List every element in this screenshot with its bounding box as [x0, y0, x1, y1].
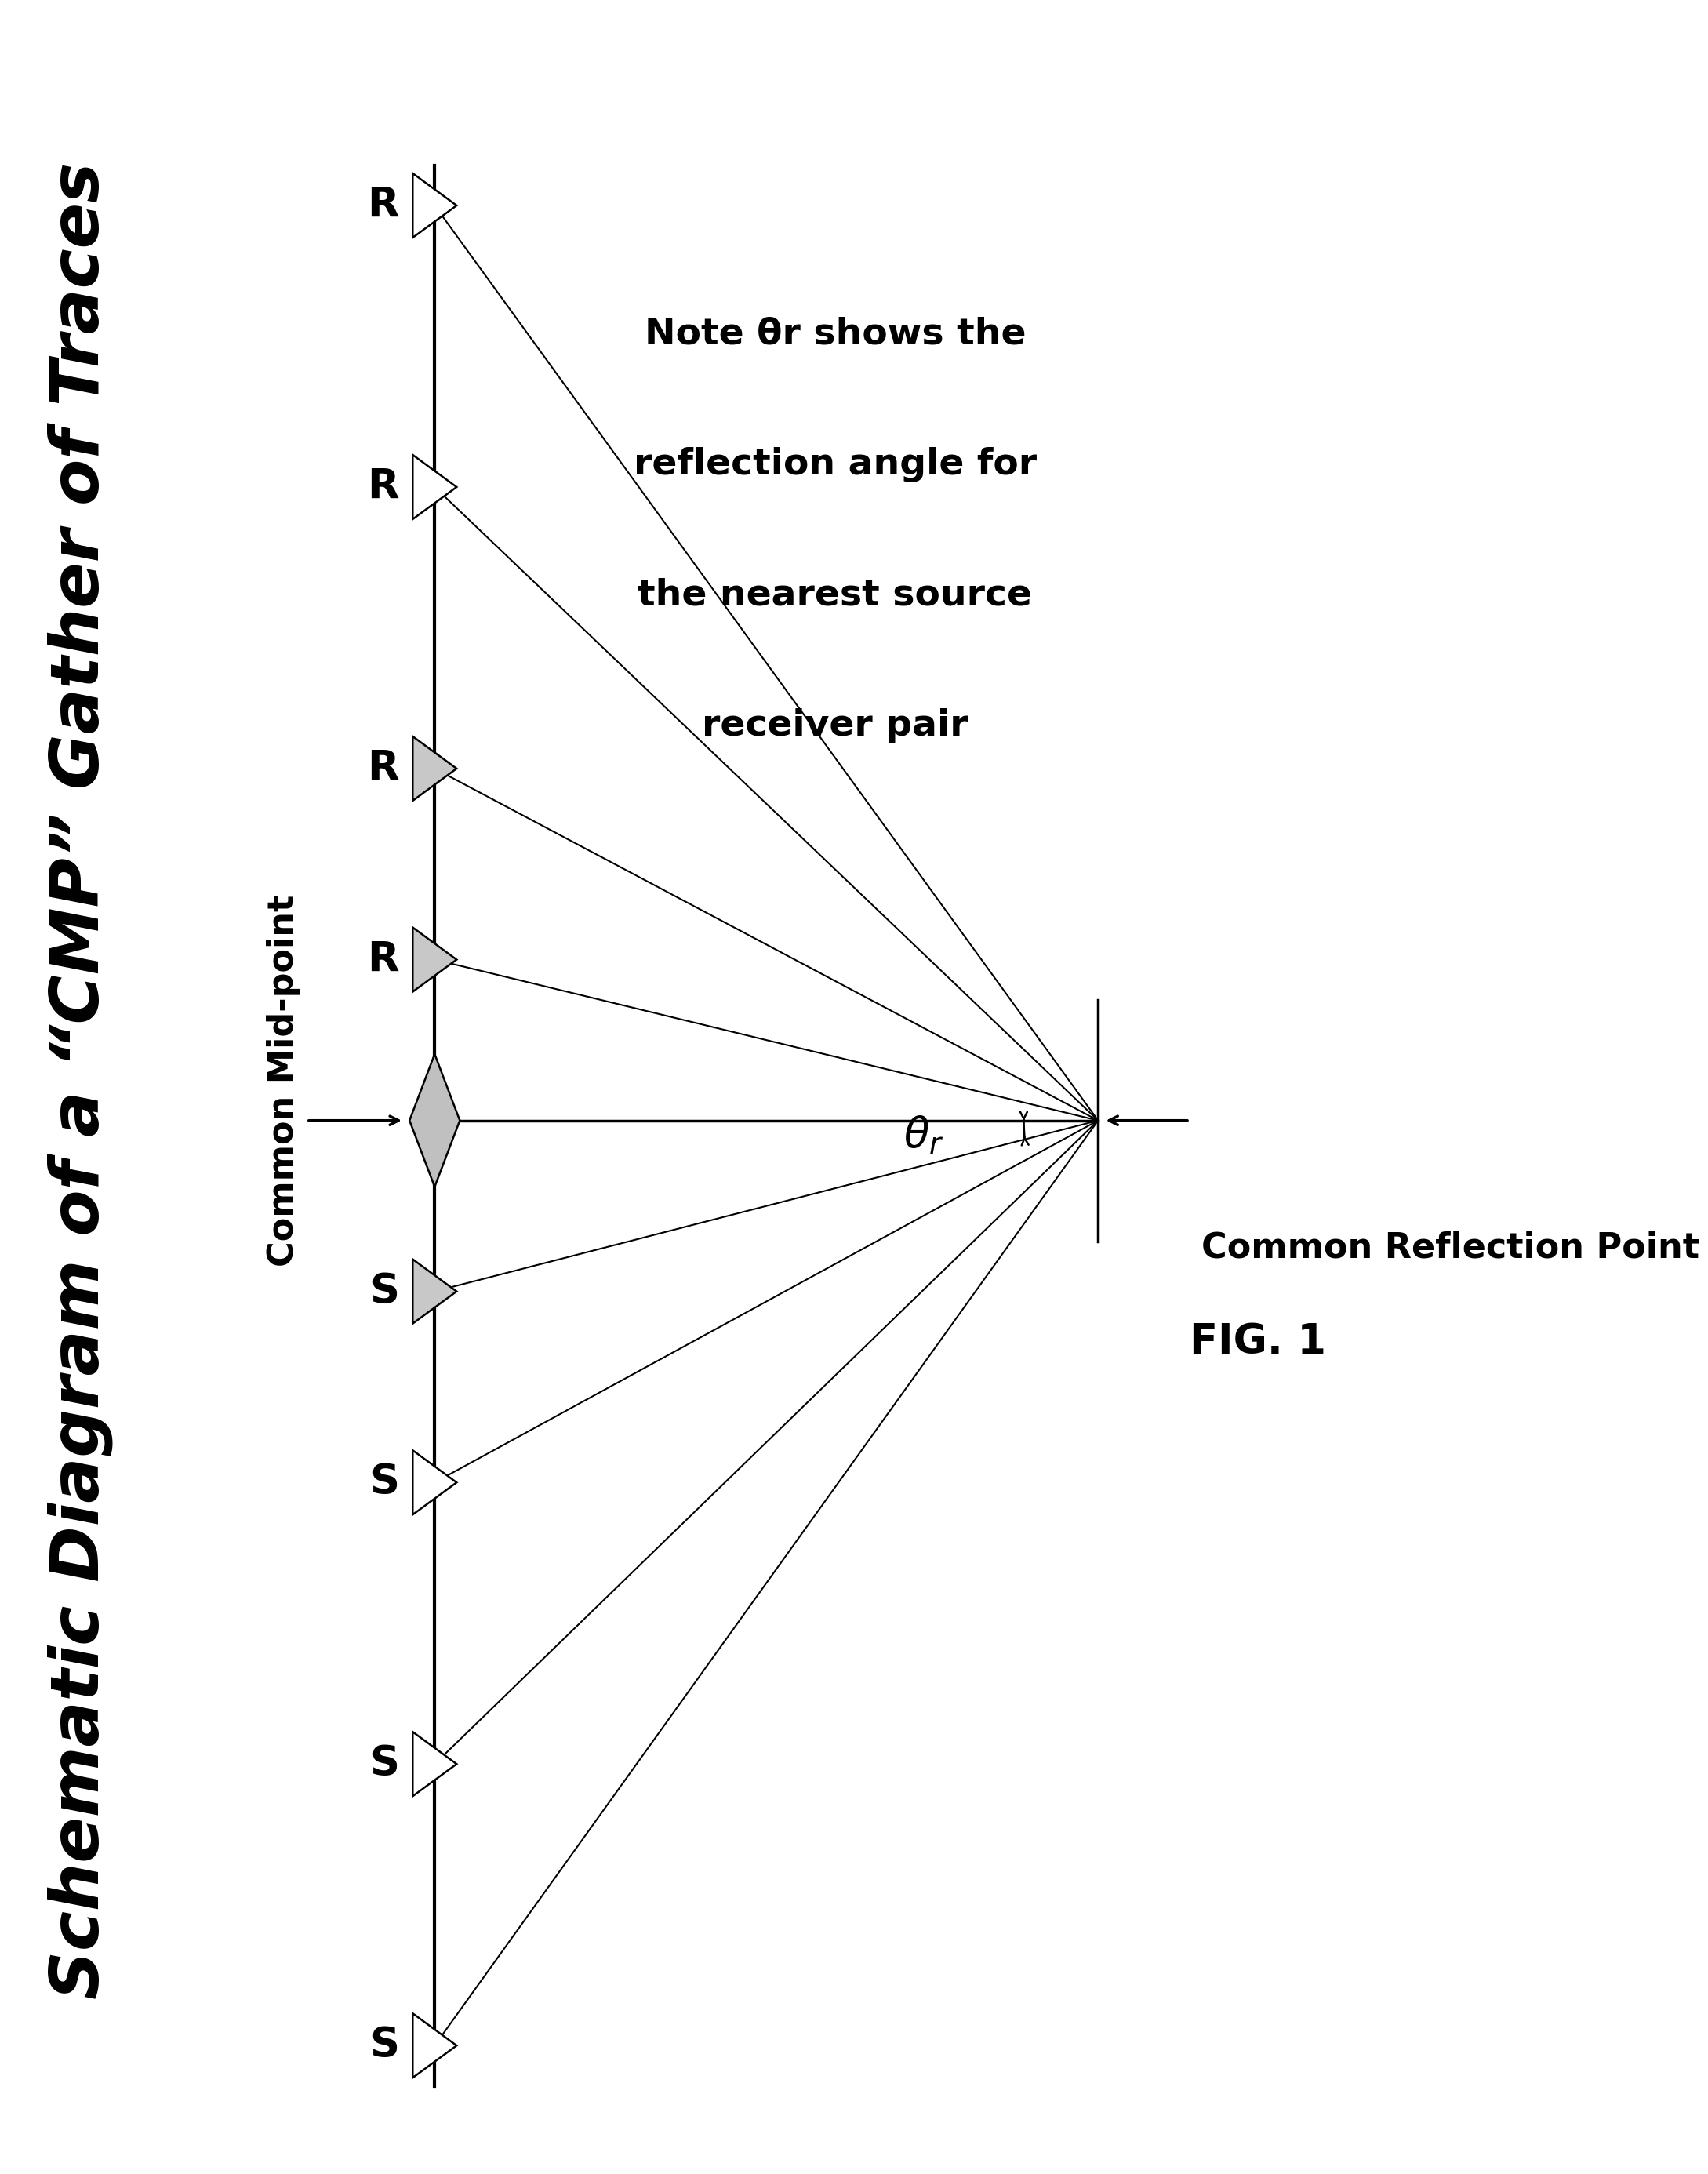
Text: reflection angle for: reflection angle for: [634, 448, 1037, 483]
Text: Note θr shows the: Note θr shows the: [644, 315, 1027, 352]
Polygon shape: [413, 174, 456, 237]
Text: R: R: [367, 467, 400, 507]
Text: R: R: [367, 185, 400, 226]
Polygon shape: [410, 1054, 459, 1187]
Text: Common Reflection Point: Common Reflection Point: [1201, 1230, 1699, 1265]
Polygon shape: [413, 2013, 456, 2078]
Text: $\theta_r$: $\theta_r$: [904, 1115, 945, 1157]
Polygon shape: [413, 928, 456, 991]
Text: S: S: [369, 1272, 400, 1311]
Text: S: S: [369, 2026, 400, 2065]
Text: Common Mid-point: Common Mid-point: [266, 894, 301, 1265]
Polygon shape: [413, 1259, 456, 1324]
Polygon shape: [413, 1450, 456, 1515]
Text: S: S: [369, 1744, 400, 1785]
Text: R: R: [367, 939, 400, 980]
Polygon shape: [413, 454, 456, 520]
Text: the nearest source: the nearest source: [637, 578, 1032, 613]
Text: S: S: [369, 1463, 400, 1502]
Polygon shape: [413, 1733, 456, 1796]
Text: R: R: [367, 748, 400, 789]
Text: Schematic Diagram of a “CMP” Gather of Traces: Schematic Diagram of a “CMP” Gather of T…: [48, 161, 113, 1998]
Polygon shape: [413, 737, 456, 800]
Text: FIG. 1: FIG. 1: [1190, 1322, 1327, 1363]
Text: receiver pair: receiver pair: [702, 709, 968, 744]
